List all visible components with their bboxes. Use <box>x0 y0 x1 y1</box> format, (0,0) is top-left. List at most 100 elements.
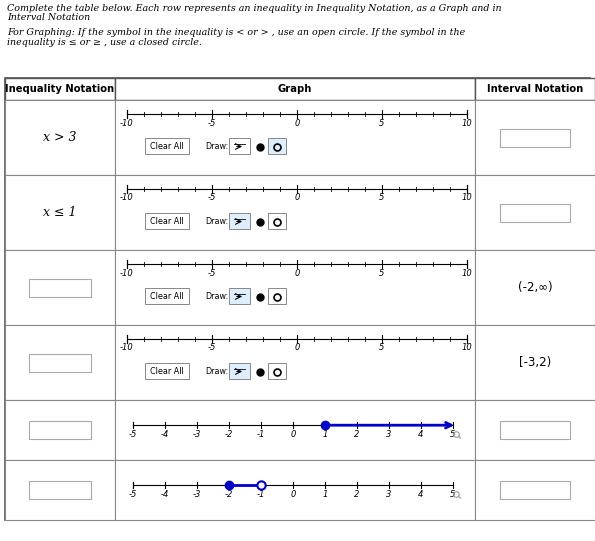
Text: 10: 10 <box>462 194 472 202</box>
Text: Clear All: Clear All <box>150 292 184 301</box>
Bar <box>229 137 250 154</box>
Bar <box>5 400 115 460</box>
Text: 3: 3 <box>386 490 392 499</box>
Bar <box>5 250 115 325</box>
Bar <box>475 250 595 325</box>
Bar <box>115 400 475 460</box>
Bar <box>5 460 115 520</box>
Text: -4: -4 <box>161 430 169 439</box>
Text: 10: 10 <box>462 344 472 353</box>
Bar <box>145 287 189 304</box>
Bar <box>229 213 250 228</box>
Text: -5: -5 <box>208 194 216 202</box>
Text: 5: 5 <box>380 344 385 353</box>
Bar <box>475 400 595 460</box>
Text: -10: -10 <box>120 194 134 202</box>
Text: 0: 0 <box>295 344 300 353</box>
Text: -10: -10 <box>120 268 134 278</box>
Text: x ≤ 1: x ≤ 1 <box>43 206 77 219</box>
Bar <box>268 137 286 154</box>
Text: Inequality Notation: Inequality Notation <box>5 84 115 94</box>
Bar <box>475 460 595 520</box>
Bar <box>500 203 570 221</box>
Text: -5: -5 <box>208 118 216 128</box>
Bar <box>5 325 115 400</box>
Text: Interval Notation: Interval Notation <box>487 84 583 94</box>
Text: Interval Notation: Interval Notation <box>7 13 90 22</box>
Text: 10: 10 <box>462 268 472 278</box>
Text: -5: -5 <box>208 344 216 353</box>
Text: 3: 3 <box>386 430 392 439</box>
Bar <box>115 250 475 325</box>
Text: -1: -1 <box>257 430 265 439</box>
Text: -3: -3 <box>193 490 201 499</box>
Bar <box>29 353 91 372</box>
Bar <box>115 175 475 250</box>
Text: -5: -5 <box>129 430 137 439</box>
Bar <box>500 421 570 439</box>
Bar <box>115 460 475 520</box>
Bar <box>475 325 595 400</box>
Text: Graph: Graph <box>278 84 312 94</box>
Text: Complete the table below. Each row represents an inequality in Inequality Notati: Complete the table below. Each row repre… <box>7 4 502 13</box>
Text: [-3,2): [-3,2) <box>519 356 551 369</box>
Text: Clear All: Clear All <box>150 142 184 151</box>
Text: -1: -1 <box>257 490 265 499</box>
Text: -5: -5 <box>129 490 137 499</box>
Text: Clear All: Clear All <box>150 217 184 226</box>
Bar <box>5 175 115 250</box>
Text: -10: -10 <box>120 344 134 353</box>
Bar <box>475 175 595 250</box>
Bar <box>229 362 250 379</box>
Bar <box>145 137 189 154</box>
Text: 2: 2 <box>354 490 360 499</box>
Text: Draw:: Draw: <box>205 142 228 151</box>
Bar <box>5 100 115 175</box>
Text: 4: 4 <box>418 430 424 439</box>
Text: Draw:: Draw: <box>205 367 228 376</box>
Bar <box>268 213 286 228</box>
Bar <box>475 100 595 175</box>
Text: 0: 0 <box>295 118 300 128</box>
Bar <box>145 362 189 379</box>
Text: (-2,∞): (-2,∞) <box>518 281 552 294</box>
Text: -4: -4 <box>161 490 169 499</box>
Bar <box>145 213 189 228</box>
Text: 1: 1 <box>322 430 328 439</box>
Text: -2: -2 <box>225 430 233 439</box>
Text: 4: 4 <box>418 490 424 499</box>
Text: -10: -10 <box>120 118 134 128</box>
Bar <box>268 287 286 304</box>
Bar <box>268 362 286 379</box>
Bar <box>29 481 91 499</box>
Text: Draw:: Draw: <box>205 217 228 226</box>
Text: 0: 0 <box>295 268 300 278</box>
Text: x > 3: x > 3 <box>43 131 77 144</box>
Text: -2: -2 <box>225 490 233 499</box>
Text: 5: 5 <box>380 118 385 128</box>
Bar <box>475 78 595 100</box>
Text: 5: 5 <box>380 268 385 278</box>
Bar <box>29 279 91 296</box>
Text: 1: 1 <box>322 490 328 499</box>
Bar <box>500 129 570 147</box>
Text: 2: 2 <box>354 430 360 439</box>
Text: 0: 0 <box>290 490 296 499</box>
Text: 5: 5 <box>450 430 456 439</box>
Text: 5: 5 <box>380 194 385 202</box>
Bar <box>115 78 475 100</box>
Bar <box>115 100 475 175</box>
Text: 10: 10 <box>462 118 472 128</box>
Text: Draw:: Draw: <box>205 292 228 301</box>
Text: inequality is ≤ or ≥ , use a closed circle.: inequality is ≤ or ≥ , use a closed circ… <box>7 38 202 47</box>
Bar <box>29 421 91 439</box>
Bar <box>115 325 475 400</box>
Bar <box>5 78 590 520</box>
Text: Clear All: Clear All <box>150 367 184 376</box>
Text: 0: 0 <box>290 430 296 439</box>
Bar <box>229 287 250 304</box>
Text: -3: -3 <box>193 430 201 439</box>
Bar <box>5 78 115 100</box>
Text: -5: -5 <box>208 268 216 278</box>
Text: 5: 5 <box>450 490 456 499</box>
